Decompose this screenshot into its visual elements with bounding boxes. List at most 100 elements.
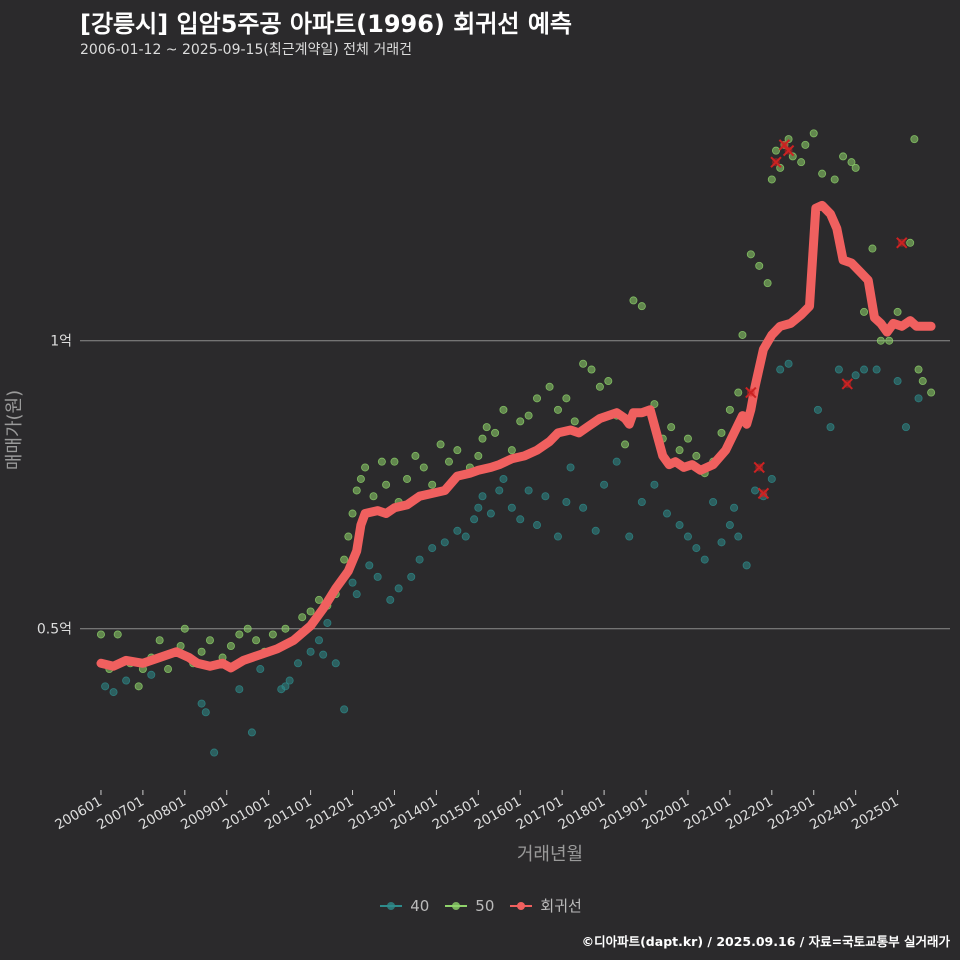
legend-item-50: 50 — [443, 895, 494, 916]
scatter-point-40 — [440, 538, 449, 547]
scatter-point-40 — [499, 474, 508, 483]
scatter-point-40 — [625, 532, 634, 541]
scatter-point-40 — [486, 509, 495, 518]
x-tick-label: 201801 — [555, 794, 608, 834]
scatter-point-50 — [226, 642, 235, 651]
scatter-point-50 — [579, 359, 588, 368]
scatter-point-50 — [243, 624, 252, 633]
outlier-marker — [745, 386, 757, 399]
scatter-point-40 — [700, 555, 709, 564]
x-tick-label: 202301 — [765, 794, 818, 834]
scatter-point-50 — [164, 665, 173, 674]
scatter-point-40 — [734, 532, 743, 541]
scatter-point-40 — [579, 503, 588, 512]
scatter-point-50 — [377, 457, 386, 466]
scatter-point-50 — [650, 400, 659, 409]
scatter-point-40 — [256, 665, 265, 674]
scatter-point-50 — [348, 509, 357, 518]
scatter-point-40 — [394, 584, 403, 593]
legend-key-50 — [445, 901, 468, 910]
legend-item-40: 40 — [378, 895, 429, 916]
scatter-point-40 — [541, 492, 550, 501]
scatter-point-50 — [755, 261, 764, 270]
scatter-point-50 — [197, 647, 206, 656]
regression-layer — [96, 200, 936, 673]
legend-key-40 — [380, 901, 403, 910]
scatter-point-40 — [478, 492, 487, 501]
scatter-point-40 — [851, 371, 860, 380]
scatter-point-50 — [298, 613, 307, 622]
scatter-point-50 — [382, 480, 391, 489]
scatter-point-50 — [524, 411, 533, 420]
scatter-point-50 — [801, 140, 810, 149]
grid-layer — [80, 340, 950, 630]
scatter-point-50 — [491, 428, 500, 437]
scatter-point-40 — [495, 486, 504, 495]
scatter-point-50 — [797, 158, 806, 167]
scatter-point-50 — [356, 474, 365, 483]
scatter-point-50 — [252, 636, 261, 645]
scatter-point-50 — [604, 377, 613, 386]
scatter-point-50 — [436, 440, 445, 449]
scatter-point-50 — [352, 486, 361, 495]
scatter-point-40 — [662, 509, 671, 518]
scatter-point-50 — [746, 250, 755, 259]
scatter-point-50 — [419, 463, 428, 472]
x-tick-label: 200901 — [178, 794, 231, 834]
scatter-point-50 — [717, 428, 726, 437]
outlier-marker — [782, 144, 795, 157]
y-tick-label: 1억 — [50, 334, 72, 350]
legend-label-40: 40 — [410, 896, 430, 915]
scatter-point-50 — [155, 636, 164, 645]
scatter-point-50 — [113, 630, 122, 639]
scatter-point-40 — [717, 538, 726, 547]
scatter-point-50 — [314, 595, 323, 604]
scatter-point-50 — [818, 169, 827, 178]
scatter-point-50 — [533, 394, 542, 403]
scatter-point-50 — [403, 474, 412, 483]
legend-item-regression: 회귀선 — [508, 895, 582, 916]
scatter-point-40 — [675, 521, 684, 530]
outlier-marker — [757, 487, 770, 500]
x-tick-label: 202101 — [681, 794, 734, 834]
scatter-point-50 — [692, 451, 701, 460]
scatter-point-40 — [566, 463, 575, 472]
scatter-point-40 — [683, 532, 692, 541]
scatter-point-50 — [268, 630, 277, 639]
x-tick-label: 200801 — [136, 794, 189, 834]
scatter-point-50 — [516, 417, 525, 426]
scatter-point-50 — [809, 129, 818, 138]
scatter-point-40 — [637, 497, 646, 506]
scatter-point-40 — [591, 526, 600, 535]
scatter-point-40 — [826, 423, 835, 432]
scatter-point-40 — [692, 544, 701, 553]
scatter-point-40 — [210, 748, 219, 757]
x-tick-label: 201601 — [472, 794, 525, 834]
outlier-marker — [841, 378, 853, 390]
scatter-point-50 — [444, 457, 453, 466]
scatter-point-50 — [788, 152, 797, 161]
scatter-point-40 — [101, 682, 110, 691]
x-tick-label: 202401 — [807, 794, 860, 834]
scatter-point-50 — [738, 330, 747, 339]
scatter-point-40 — [474, 503, 483, 512]
scatter-point-40 — [386, 595, 395, 604]
legend-key-regression — [510, 901, 533, 910]
scatter-point-50 — [411, 451, 420, 460]
x-tick-label: 201701 — [514, 794, 567, 834]
scatter-point-40 — [285, 676, 294, 685]
scatter-point-50 — [361, 463, 370, 472]
scatter-point-40 — [893, 377, 902, 386]
scatter-point-50 — [725, 405, 734, 414]
scatter-point-40 — [813, 405, 822, 414]
scatter-point-50 — [96, 630, 105, 639]
scatter-point-40 — [415, 555, 424, 564]
scatter-point-50 — [507, 446, 516, 455]
scatter-point-50 — [306, 607, 315, 616]
scatter-point-50 — [914, 365, 923, 374]
scatter-point-50 — [734, 388, 743, 397]
scatter-point-50 — [893, 307, 902, 316]
scatter-point-50 — [344, 532, 353, 541]
scatter-point-40 — [306, 647, 315, 656]
scatter-point-40 — [197, 699, 206, 708]
